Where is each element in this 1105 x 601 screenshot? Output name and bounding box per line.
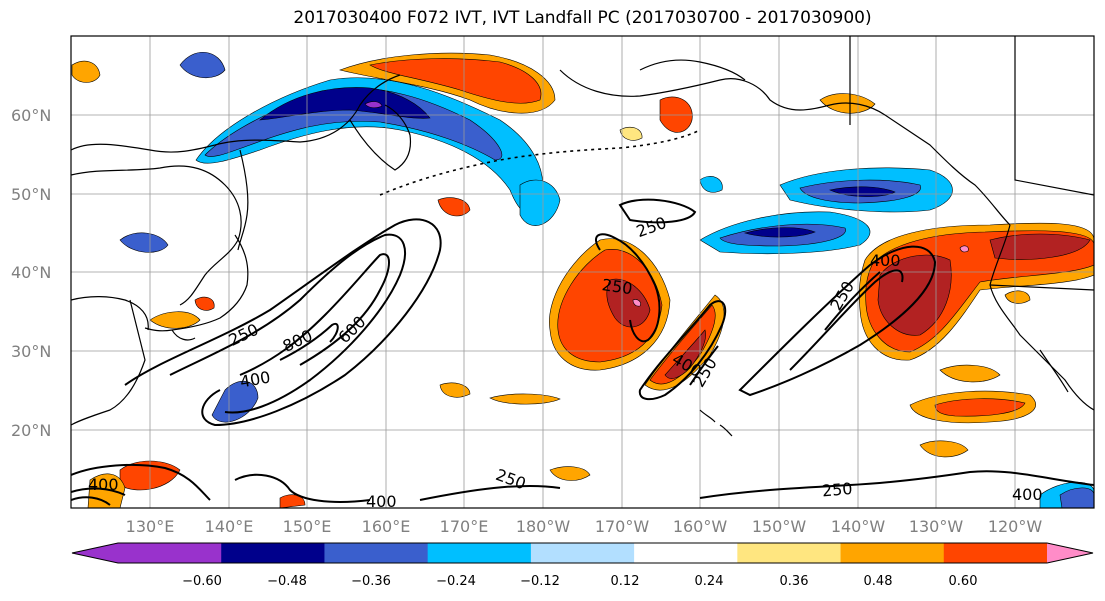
svg-text:160°W: 160°W (673, 517, 728, 536)
colorbar (71, 542, 1094, 564)
svg-text:0.48: 0.48 (864, 574, 893, 589)
svg-text:0.60: 0.60 (949, 574, 978, 589)
svg-text:400: 400 (870, 251, 901, 270)
svg-text:150°W: 150°W (752, 517, 807, 536)
svg-text:60°N: 60°N (11, 106, 51, 125)
svg-text:170°W: 170°W (595, 517, 650, 536)
svg-text:−0.36: −0.36 (351, 574, 391, 589)
svg-text:250: 250 (601, 275, 634, 298)
svg-text:0.12: 0.12 (611, 574, 640, 589)
svg-text:−0.48: −0.48 (267, 574, 307, 589)
colorbar-swatch (324, 543, 429, 563)
map-frame (70, 35, 1095, 509)
colorbar-outline (71, 542, 1094, 564)
svg-text:−0.60: −0.60 (182, 574, 222, 589)
svg-text:250: 250 (821, 479, 853, 501)
latitude-labels: 60°N 50°N 40°N 30°N 20°N (11, 106, 51, 440)
colorbar-swatch (737, 543, 842, 563)
svg-text:400: 400 (88, 475, 119, 494)
svg-text:170°E: 170°E (440, 517, 489, 536)
svg-text:0.36: 0.36 (780, 574, 809, 589)
colorbar-ticks: −0.60 −0.48 −0.36 −0.24 −0.12 0.12 0.24 … (182, 574, 977, 589)
svg-text:−0.24: −0.24 (436, 574, 476, 589)
colorbar-swatch (221, 543, 325, 563)
svg-text:180°W: 180°W (516, 517, 571, 536)
coastlines (71, 36, 1094, 437)
svg-text:140°E: 140°E (205, 517, 254, 536)
ivt-pc-shading (71, 51, 1094, 508)
svg-text:40°N: 40°N (11, 263, 51, 282)
colorbar-swatch (943, 543, 1048, 563)
colorbar-swatch (427, 543, 532, 563)
map-title: 2017030400 F072 IVT, IVT Landfall PC (20… (293, 8, 872, 28)
colorbar-swatch (118, 543, 222, 563)
colorbar-extend-max (1047, 543, 1093, 563)
svg-text:140°W: 140°W (831, 517, 886, 536)
map-panel: 250 800 600 400 250 250 400 250 250 400 … (71, 36, 1094, 511)
colorbar-extend-min (72, 543, 118, 563)
colorbar-swatch (840, 543, 945, 563)
svg-text:400: 400 (366, 492, 397, 511)
svg-text:130°E: 130°E (126, 517, 175, 536)
svg-text:30°N: 30°N (11, 342, 51, 361)
svg-text:20°N: 20°N (11, 421, 51, 440)
svg-text:150°E: 150°E (283, 517, 332, 536)
ivt-contours (71, 198, 1094, 506)
longitude-labels: 130°E 140°E 150°E 160°E 170°E 180°W 170°… (126, 517, 1043, 536)
colorbar-swatch (634, 543, 738, 563)
svg-text:120°W: 120°W (988, 517, 1043, 536)
svg-text:50°N: 50°N (11, 185, 51, 204)
svg-text:400: 400 (1012, 485, 1043, 504)
svg-text:0.24: 0.24 (695, 574, 724, 589)
svg-text:160°E: 160°E (362, 517, 411, 536)
svg-text:130°W: 130°W (909, 517, 964, 536)
colorbar-swatch (530, 543, 635, 563)
svg-text:−0.12: −0.12 (520, 574, 560, 589)
